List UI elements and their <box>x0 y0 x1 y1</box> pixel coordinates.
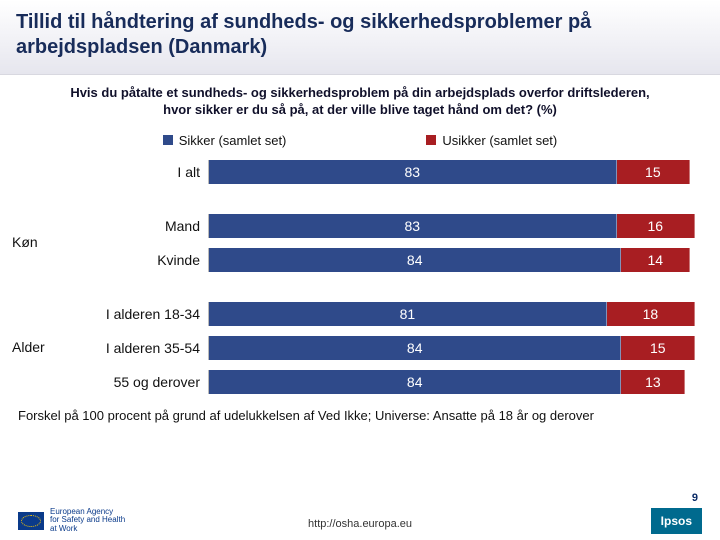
legend-item-confident: Sikker (samlet set) <box>163 133 287 148</box>
chart-row: I alderen 35-548415 <box>68 334 700 362</box>
bar-segment-confident: 84 <box>209 336 621 360</box>
chart-row: Mand8316 <box>68 212 700 240</box>
bar-segment-not-confident: 14 <box>621 248 690 272</box>
group-label: Køn <box>12 234 38 250</box>
row-label: 55 og derover <box>68 374 208 390</box>
eu-flag-icon <box>18 512 44 530</box>
legend-item-not-confident: Usikker (samlet set) <box>426 133 557 148</box>
group-spacer <box>68 280 700 294</box>
legend-label-confident: Sikker (samlet set) <box>179 133 287 148</box>
bar-segment-not-confident: 15 <box>621 336 695 360</box>
agency-text: European Agencyfor Safety and Healthat W… <box>50 508 125 534</box>
chart-area: KønAlder I alt8315Mand8316Kvinde8414I al… <box>0 158 720 396</box>
question-text: Hvis du påtalte et sundheds- og sikkerhe… <box>60 85 660 119</box>
group-labels-column: Køn Alder <box>8 158 68 396</box>
bar-segment-not-confident: 16 <box>617 214 696 238</box>
stacked-bar: 8413 <box>208 370 700 394</box>
bar-segment-confident: 81 <box>209 302 607 326</box>
row-label: I alt <box>68 164 208 180</box>
row-label: I alderen 18-34 <box>68 306 208 322</box>
stacked-bar: 8414 <box>208 248 700 272</box>
bar-segment-not-confident: 15 <box>617 160 691 184</box>
chart-rows: I alt8315Mand8316Kvinde8414I alderen 18-… <box>68 158 700 396</box>
stacked-bar: 8415 <box>208 336 700 360</box>
ipsos-text: Ipsos <box>661 514 692 528</box>
ipsos-logo: 9 Ipsos <box>651 508 702 534</box>
stacked-bar: 8315 <box>208 160 700 184</box>
row-label: I alderen 35-54 <box>68 340 208 356</box>
chart-legend: Sikker (samlet set) Usikker (samlet set) <box>0 127 720 158</box>
stacked-bar: 8316 <box>208 214 700 238</box>
row-label: Kvinde <box>68 252 208 268</box>
legend-label-not-confident: Usikker (samlet set) <box>442 133 557 148</box>
chart-row: I alderen 18-348118 <box>68 300 700 328</box>
chart-row: I alt8315 <box>68 158 700 186</box>
stacked-bar: 8118 <box>208 302 700 326</box>
footnote: Forskel på 100 procent på grund af udelu… <box>0 396 720 429</box>
group-label: Alder <box>12 339 45 355</box>
group-spacer <box>68 192 700 206</box>
bar-segment-confident: 83 <box>209 214 617 238</box>
bar-segment-not-confident: 18 <box>607 302 695 326</box>
agency-logo: European Agencyfor Safety and Healthat W… <box>18 508 125 534</box>
bar-segment-confident: 84 <box>209 370 621 394</box>
row-label: Mand <box>68 218 208 234</box>
question-block: Hvis du påtalte et sundheds- og sikkerhe… <box>0 75 720 127</box>
bar-segment-not-confident: 13 <box>621 370 685 394</box>
title-band: Tillid til håndtering af sundheds- og si… <box>0 0 720 75</box>
legend-swatch-not-confident <box>426 135 436 145</box>
page-title: Tillid til håndtering af sundheds- og si… <box>16 10 704 60</box>
page-number: 9 <box>692 492 698 504</box>
bar-segment-confident: 83 <box>209 160 617 184</box>
chart-row: 55 og derover8413 <box>68 368 700 396</box>
bar-segment-confident: 84 <box>209 248 621 272</box>
legend-swatch-confident <box>163 135 173 145</box>
source-url: http://osha.europa.eu <box>308 518 412 530</box>
footer: European Agencyfor Safety and Healthat W… <box>0 508 720 534</box>
chart-row: Kvinde8414 <box>68 246 700 274</box>
